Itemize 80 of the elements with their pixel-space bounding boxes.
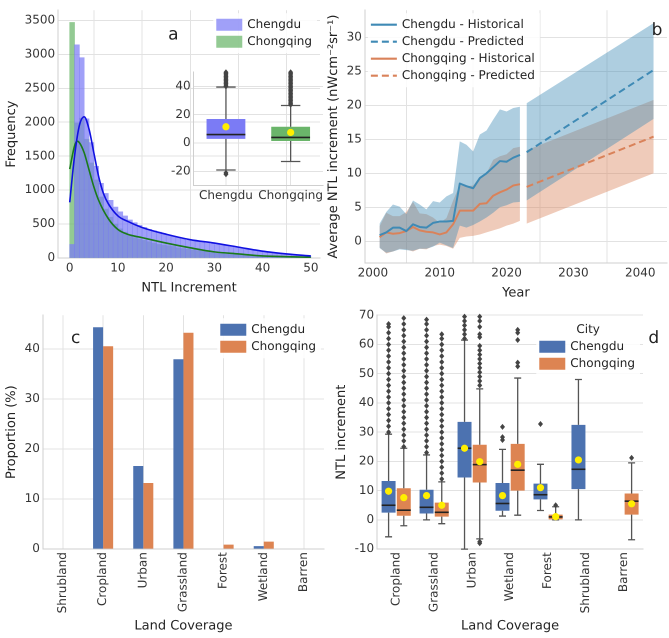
x-tick-label: 2010 — [424, 265, 456, 280]
y-tick-label: 3500 — [24, 12, 56, 27]
y-tick-label: 500 — [32, 216, 56, 230]
y-tick-label: 15 — [346, 131, 362, 146]
y-tick-label: 20 — [24, 441, 40, 456]
x-axis-title: Year — [501, 286, 530, 301]
y-axis-title: Frequency — [4, 100, 20, 168]
y-tick-label: 2000 — [24, 114, 56, 128]
y-tick-label: 2500 — [24, 80, 56, 94]
legend-label: Chongqing — [251, 338, 316, 353]
y-tick-label: 0 — [48, 250, 56, 264]
x-tick-label: Grassland — [176, 552, 190, 612]
y-tick-label: 0 — [182, 135, 191, 150]
y-tick-label: 40 — [175, 78, 191, 92]
legend-label: Chengdu — [251, 322, 306, 336]
text: a — [168, 24, 179, 44]
x-axis-title: Land Coverage — [134, 618, 232, 634]
x-tick-label: Cropland — [95, 552, 110, 606]
y-tick-label: 0 — [354, 233, 362, 248]
y-axis-title: NTL increment — [334, 384, 350, 480]
x-tick-label: 20 — [158, 260, 174, 274]
x-tick-label: Shrubland — [55, 552, 70, 614]
x-tick-label: Urban — [464, 552, 478, 588]
y-tick-label: 10 — [358, 482, 374, 497]
y-tick-label: -20 — [170, 164, 191, 178]
y-tick-label: -10 — [354, 541, 374, 556]
x-tick-label: 2020 — [491, 265, 522, 280]
y-tick-label: 50 — [358, 366, 374, 380]
y-tick-label: 10 — [24, 491, 40, 506]
x-tick-label: 2040 — [624, 265, 656, 280]
text: b — [652, 20, 662, 40]
legend-label: Chongqing - Historical — [402, 50, 535, 65]
y-tick-label: 60 — [358, 336, 374, 351]
y-tick-label: 40 — [24, 340, 40, 355]
y-tick-label: 3000 — [24, 46, 56, 60]
y-tick-label: 70 — [358, 307, 374, 322]
legend-label: Chongqing — [247, 34, 312, 48]
y-tick-label: 0 — [366, 512, 374, 526]
text: c — [70, 328, 80, 348]
y-tick-label: 10 — [346, 165, 362, 180]
x-tick-label: 50 — [303, 260, 318, 274]
x-axis-title: Land Coverage — [461, 618, 560, 634]
text: d — [648, 328, 660, 348]
legend-title: City — [576, 322, 600, 336]
legend-label: Chengdu - Historical — [402, 16, 524, 31]
legend-label: Chengdu - Predicted — [402, 34, 524, 48]
x-tick-label: 30 — [206, 260, 222, 274]
legend-label: Chengdu — [570, 338, 624, 353]
y-tick-label: 25 — [346, 63, 362, 78]
x-tick-label: Forest — [216, 552, 230, 589]
y-axis-title: Average NTL increment (nWcm⁻²sr⁻¹) — [326, 14, 342, 259]
x-tick-label: Shrubland — [578, 552, 592, 614]
x-tick-label: Barren — [616, 552, 630, 592]
x-tick-label: 10 — [110, 260, 126, 274]
y-tick-label: 20 — [175, 106, 191, 121]
y-tick-label: 30 — [358, 424, 374, 438]
y-tick-label: 40 — [358, 395, 374, 410]
x-tick-label: 2030 — [558, 265, 589, 280]
x-tick-label: Cropland — [388, 552, 402, 606]
y-tick-label: 1000 — [24, 182, 56, 196]
y-tick-label: 0 — [32, 541, 40, 556]
x-axis-title: NTL Increment — [141, 280, 237, 296]
y-tick-label: 30 — [24, 390, 40, 405]
x-tick-label: Barren — [296, 552, 310, 592]
x-tick-label: 40 — [254, 260, 270, 274]
x-tick-label: Grassland — [426, 552, 440, 612]
x-tick-label: Wetland — [256, 552, 270, 602]
x-tick-label: Urban — [135, 552, 150, 588]
y-tick-label: 30 — [346, 30, 362, 44]
x-tick-label: Wetland — [502, 552, 516, 602]
y-tick-label: 20 — [346, 97, 362, 112]
y-tick-label: 20 — [358, 454, 374, 468]
y-axis-title: Proportion (%) — [4, 385, 20, 480]
legend-label: Chongqing — [570, 356, 636, 370]
y-tick-label: 1500 — [24, 148, 56, 162]
legend-label: Chongqing - Predicted — [402, 68, 535, 82]
x-tick-label: Forest — [540, 552, 554, 589]
x-tick-label: 0 — [66, 260, 74, 274]
legend-label: Chengdu — [247, 16, 302, 31]
y-tick-label: 5 — [354, 199, 362, 214]
